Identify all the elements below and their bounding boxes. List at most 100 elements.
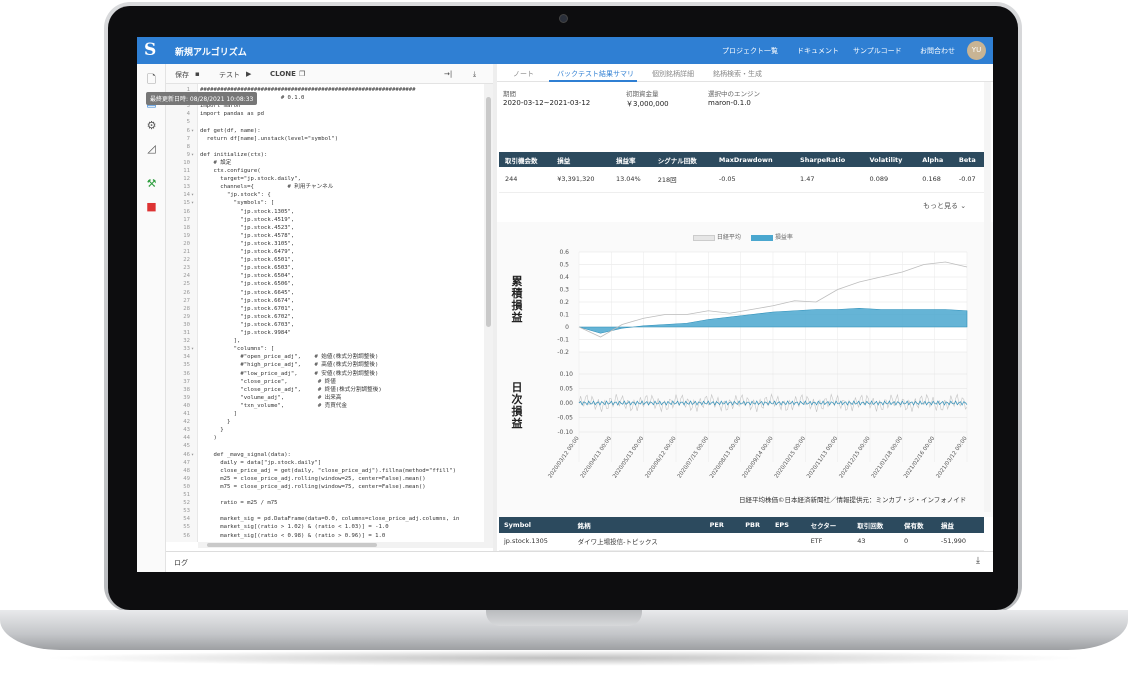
result-vscroll[interactable] [984,82,991,512]
x-tick-label: 2020/12/15 00:00 [838,435,871,479]
code-line[interactable]: "jp.stock.6504", [200,273,295,280]
code-line[interactable]: "jp.stock.4523", [200,224,295,231]
pane-splitter[interactable] [493,64,497,551]
code-line[interactable]: def get(df, name): [200,127,261,134]
code-line[interactable]: "jp.stock.3105", [200,240,295,247]
app-logo[interactable]: S [144,40,157,60]
save-button[interactable]: 保存 [175,71,189,79]
code-line[interactable]: #"open_price_adj", # 始値(株式分割調整後) [200,354,379,361]
download-icon[interactable]: ⤓ [473,70,477,78]
code-line[interactable]: "jp.stock.1305", [200,208,295,215]
fold-toggle-icon[interactable]: ▾ [191,151,195,158]
clone-button[interactable]: CLONE [270,70,296,78]
copy-icon[interactable]: ❐ [299,70,306,78]
code-line[interactable]: ] [200,411,238,417]
code-line[interactable]: "symbols": [ [200,200,275,207]
fold-toggle-icon[interactable]: ▾ [191,127,195,134]
daily-benchmark-line [578,393,968,413]
code-line[interactable]: "jp.stock.6701", [200,305,295,312]
editor-hscroll-thumb[interactable] [207,543,377,547]
code-line[interactable]: "close_price_adj", # 終値(株式分割調整後) [200,386,382,393]
legend-benchmark: 日経平均 [693,232,741,241]
code-line[interactable]: "jp.stock.6503", [200,265,295,272]
code-line[interactable]: return df[name].unstack(level="symbol") [200,135,339,142]
test-button[interactable]: テスト [219,71,240,79]
table-row[interactable]: jp.stock.1305 ダイワ上場投信-トピックス ETF 43 0 -51,990 [499,533,984,551]
hammer-icon[interactable]: ⚒ [146,177,157,190]
code-line[interactable]: } [200,419,231,426]
save-icon[interactable]: ▪ [195,70,200,78]
code-line[interactable]: # 0.1.0 [280,95,305,102]
stats-header-cell: Alpha [916,152,953,167]
code-line[interactable]: "jp.stock.6702", [200,313,295,320]
code-line[interactable]: ratio = m25 / m75 [200,500,278,507]
gear-icon[interactable]: ⚙ [146,119,157,132]
line-number: 44 [183,435,190,442]
code-line[interactable]: "close_price", # 終値 [200,378,336,385]
log-download-icon[interactable]: ⤓ [976,556,980,566]
code-line[interactable]: market_sig = pd.DataFrame(data=0.0, colu… [200,516,460,523]
code-line[interactable]: ) [200,435,217,442]
code-line[interactable]: "jp.stock": { [200,192,271,199]
code-line[interactable]: "jp.stock.4578", [200,232,295,239]
code-line[interactable]: "jp.stock.4519", [200,216,295,223]
code-line[interactable]: #"high_price_adj", # 高値(株式分割調整後) [200,362,379,369]
code-line[interactable]: m75 = close_price_adj.rolling(window=75,… [200,483,426,490]
editor-vscroll-thumb[interactable] [486,97,491,327]
code-line[interactable]: daily = data["jp.stock.daily"] [200,459,322,466]
code-line[interactable]: def _mavg_signal(data): [200,451,291,458]
code-line[interactable]: "columns": [ [200,346,275,353]
code-line[interactable]: "jp.stock.6645", [200,289,295,296]
tab-backtest-summary[interactable]: バックテスト結果サマリ [557,70,634,78]
code-line[interactable]: def initialize(ctx): [200,151,268,158]
code-line[interactable]: "volume_adj", # 出来高 [200,394,342,401]
code-line[interactable]: "jp.stock.6479", [200,249,295,255]
code-line[interactable]: ########################################… [200,87,416,93]
code-line[interactable]: "jp.stock.9984" [200,330,291,336]
fold-toggle-icon[interactable]: ▾ [191,346,195,353]
avatar[interactable]: YU [967,41,986,60]
code-line[interactable]: close_price_adj = get(daily, "close_pric… [200,467,456,474]
fold-toggle-icon[interactable]: ▾ [191,200,195,207]
show-more-link[interactable]: もっと見る ⌄ [923,201,966,211]
code-line[interactable]: } [200,427,224,434]
code-line[interactable]: m25 = close_price_adj.rolling(window=25,… [200,475,426,482]
stocks-cell: ETF [805,533,853,551]
line-number: 27 [183,297,190,304]
fold-toggle-icon[interactable]: ▾ [191,192,195,199]
tab-stock-search[interactable]: 銘柄検索・生成 [713,70,762,78]
tab-note[interactable]: ノート [513,70,534,78]
stats-cell: -0.05 [712,167,795,193]
nav-projects[interactable]: プロジェクト一覧 [722,47,778,55]
code-line[interactable]: # 設定 [200,159,232,166]
code-line[interactable]: target="jp.stock.daily", [200,176,302,183]
file-icon[interactable]: 🗋 [147,73,156,86]
code-line[interactable]: "txn_volume", # 売買代金 [200,402,347,409]
play-icon[interactable]: ▶ [246,70,252,78]
tab-stock-detail[interactable]: 個別銘柄詳細 [652,70,694,78]
code-line[interactable]: "jp.stock.6674", [200,297,295,304]
nav-contact[interactable]: お問合わせ [920,47,955,55]
log-label[interactable]: ログ [174,559,188,567]
fold-toggle-icon[interactable]: ▾ [191,451,195,458]
code-line[interactable]: channels={ # 利用チャンネル [200,184,334,191]
code-line[interactable]: ctx.configure( [200,168,261,174]
code-line[interactable]: ], [200,338,241,345]
code-line[interactable]: "jp.stock.6506", [200,281,295,288]
code-line[interactable]: "jp.stock.6703", [200,321,295,328]
code-line[interactable]: import maron [200,103,241,110]
stocks-header-cell: 保有数 [898,517,936,533]
code-line[interactable]: market_sig[(ratio < 0.98) & (ratio > 0.9… [200,532,386,539]
collapse-panel-icon[interactable]: →| [444,70,453,78]
nav-samples[interactable]: サンプルコード [853,47,902,55]
code-editor[interactable]: 1 #######################################… [166,84,484,542]
code-line[interactable]: #"low_price_adj", # 安値(株式分割調整後) [200,370,379,377]
lock-icon[interactable]: ■ [146,200,157,213]
code-line[interactable]: import pandas as pd [200,111,264,118]
algorithm-title[interactable]: 新規アルゴリズム [175,48,247,58]
table-row[interactable]: jp.stock.3105日清紡ホールディングス(株)35.040.6124.0… [499,550,984,551]
code-line[interactable]: market_sig[(ratio > 1.02) & (ratio < 1.0… [200,524,389,531]
code-line[interactable]: "jp.stock.6501", [200,257,295,264]
chart-icon[interactable]: ◿ [147,142,156,155]
nav-docs[interactable]: ドキュメント [797,47,839,55]
